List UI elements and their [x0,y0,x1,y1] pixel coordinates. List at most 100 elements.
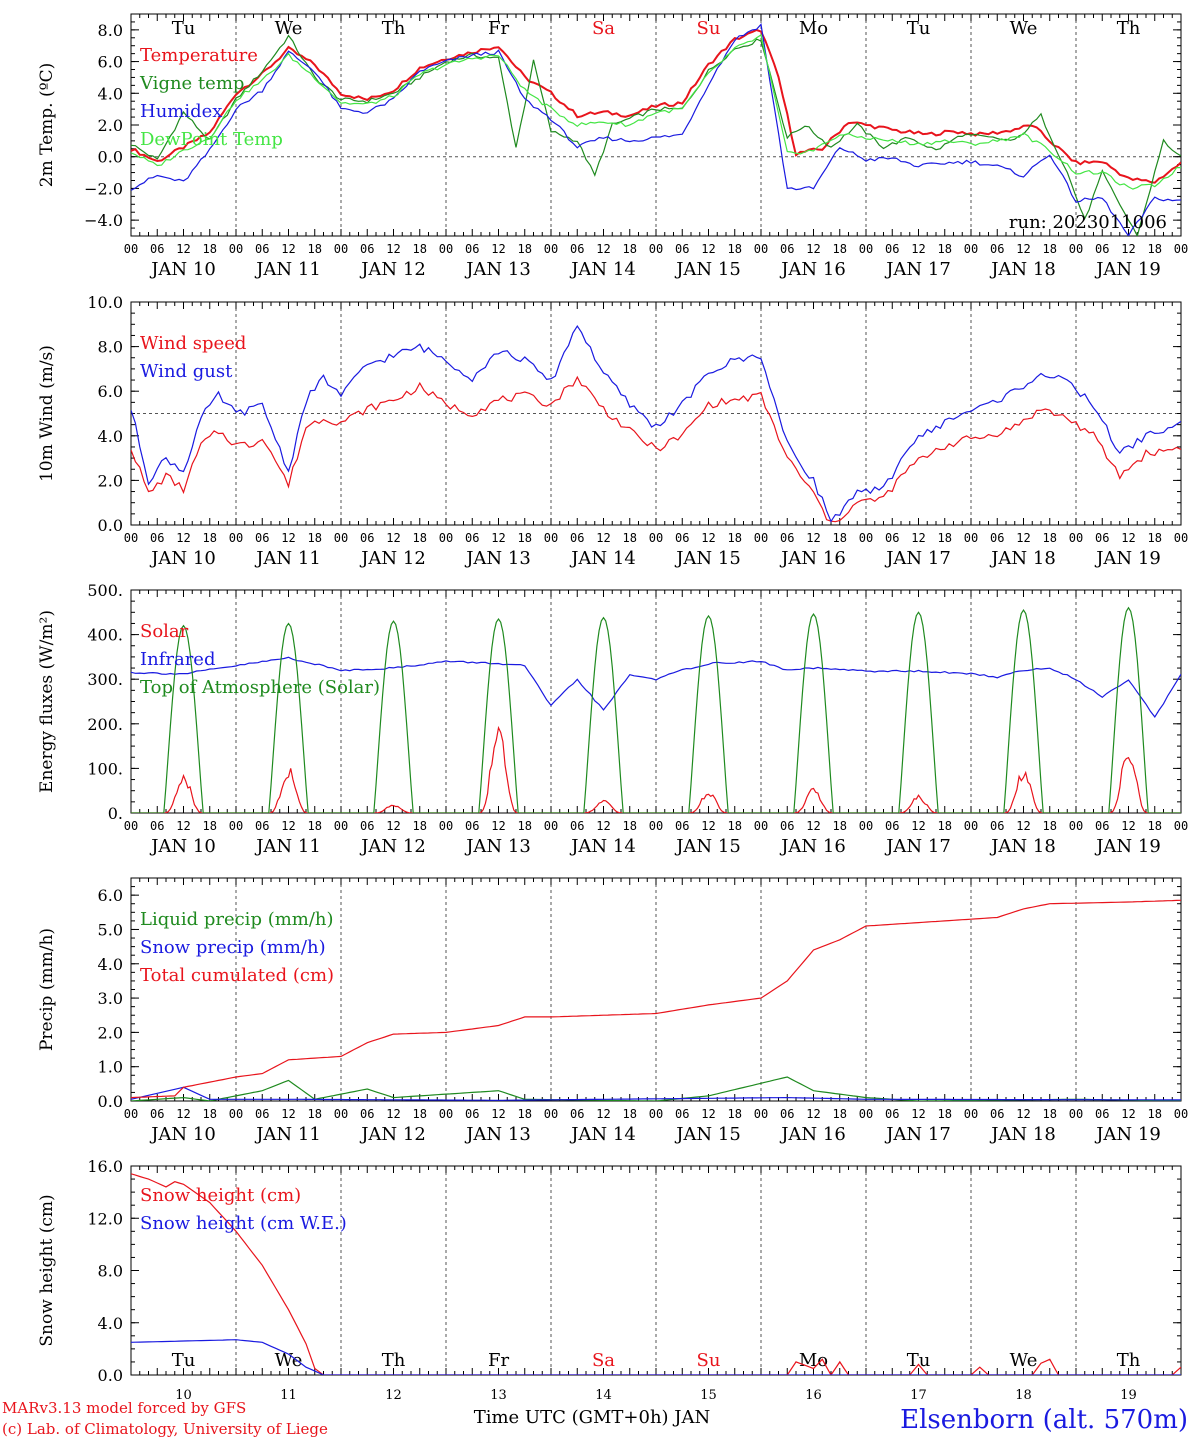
legend-entry: Vigne temp [139,73,244,94]
hour-label: 06 [990,1107,1004,1121]
hour-label: 06 [990,531,1004,545]
y-tick-label: 400. [87,626,123,645]
hour-label: 06 [360,1107,374,1121]
panel-1: −4.0 −2.0 0.0 2.0 4.0 6.0 8.0 2m Temp. (ºC) 00 06… [37,13,1188,280]
hour-label: 18 [413,819,427,833]
legend-entry: Snow height (cm) [140,1185,301,1206]
hour-label: 06 [570,819,584,833]
hour-label: 00 [229,1107,243,1121]
hour-label: 18 [1043,531,1057,545]
day-of-week-label: Th [1117,18,1141,39]
hour-label: 00 [439,1107,453,1121]
lab-credit: (c) Lab. of Climatology, University of L… [2,1420,328,1438]
day-number-label: 15 [700,1388,717,1403]
y-tick-label: 12.0 [87,1209,123,1228]
hour-label: 00 [1174,242,1188,256]
hour-label: 12 [281,1107,295,1121]
hour-label: 00 [124,819,138,833]
hour-label: 18 [728,242,742,256]
series-line-2 [131,1086,1181,1101]
y-tick-label: 10.0 [87,293,123,312]
hour-label: 12 [176,242,190,256]
hour-label: 12 [1016,819,1030,833]
hour-label: 00 [1069,242,1083,256]
y-tick-label: 4.0 [98,84,123,103]
date-label: JAN 17 [884,548,951,569]
hour-label: 00 [229,819,243,833]
panel-3: 0. 100. 200. 300. 400. 500. Energy fluxes (W/m… [37,581,1188,857]
date-label: JAN 16 [779,548,846,569]
series-lines [131,23,1181,236]
date-label: JAN 17 [884,259,951,280]
hour-label: 18 [203,1107,217,1121]
day-of-week-label: Tu [172,18,196,39]
hour-label: 06 [990,819,1004,833]
legend-entry: Top of Atmosphere (Solar) [140,677,380,698]
y-tick-label: 4.0 [98,427,123,446]
day-of-week-label: We [275,18,303,39]
hour-label: 06 [150,819,164,833]
date-label: JAN 13 [464,1124,531,1145]
day-number-label: 12 [385,1388,402,1403]
series-line-1 [131,1173,1181,1375]
hour-label: 00 [649,1107,663,1121]
series-line-2 [131,34,1181,236]
hour-label: 12 [701,242,715,256]
hour-label: 06 [255,819,269,833]
date-label: JAN 15 [674,548,741,569]
y-tick-label: 8.0 [98,1262,123,1281]
date-label: JAN 14 [569,548,636,569]
y-tick-label: 0.0 [98,1366,123,1385]
hour-label: 12 [176,819,190,833]
hour-label: 18 [728,819,742,833]
hour-label: 18 [623,1107,637,1121]
date-label: JAN 13 [464,259,531,280]
legend-entry: Humidex [140,101,222,122]
date-label: JAN 18 [989,548,1056,569]
day-of-week-label: Sa [592,1350,615,1371]
hour-label: 06 [780,1107,794,1121]
hour-label: 06 [780,242,794,256]
hour-label: 18 [728,531,742,545]
hour-label: 06 [360,242,374,256]
hour-label: 00 [439,819,453,833]
legend-entry: Temperature [140,45,258,66]
hour-label: 00 [124,531,138,545]
y-tick-label: 1.0 [98,1058,123,1077]
hour-label: 00 [544,531,558,545]
hour-label: 12 [281,531,295,545]
y-axis-label: Precip (mm/h) [37,928,57,1051]
date-label: JAN 13 [464,836,531,857]
day-of-week-label: Tu [172,1350,196,1371]
x-axis-label: Time UTC (GMT+0h) JAN [474,1407,711,1428]
date-label: JAN 15 [674,836,741,857]
date-label: JAN 19 [1094,259,1161,280]
hour-label: 00 [124,242,138,256]
hour-label: 06 [1095,242,1109,256]
date-label: JAN 10 [149,1124,216,1145]
y-tick-label: 6.0 [98,53,123,72]
hour-label: 00 [1174,819,1188,833]
hour-label: 06 [465,531,479,545]
hour-label: 06 [255,242,269,256]
hour-label: 12 [806,242,820,256]
date-label: JAN 13 [464,548,531,569]
panel-2: 0.0 2.0 4.0 6.0 8.0 10.0 10m Wind (m/s) 00 06 12 1… [37,293,1188,569]
hour-label: 18 [833,531,847,545]
hour-label: 18 [518,531,532,545]
y-tick-label: 3.0 [98,989,123,1008]
y-tick-label: 2.0 [98,1023,123,1042]
date-label: JAN 11 [254,259,321,280]
hour-label: 06 [1095,1107,1109,1121]
date-label: JAN 17 [884,836,951,857]
hour-label: 18 [1043,1107,1057,1121]
hour-label: 00 [649,242,663,256]
day-number-label: 18 [1015,1388,1032,1403]
y-tick-label: 4.0 [98,955,123,974]
y-tick-label: −2.0 [84,179,123,198]
y-tick-label: 0. [108,804,123,823]
series-lines [131,324,1181,523]
date-label: JAN 12 [359,259,426,280]
station-title: Elsenborn (alt. 570m) [900,1405,1188,1435]
hour-label: 18 [413,1107,427,1121]
